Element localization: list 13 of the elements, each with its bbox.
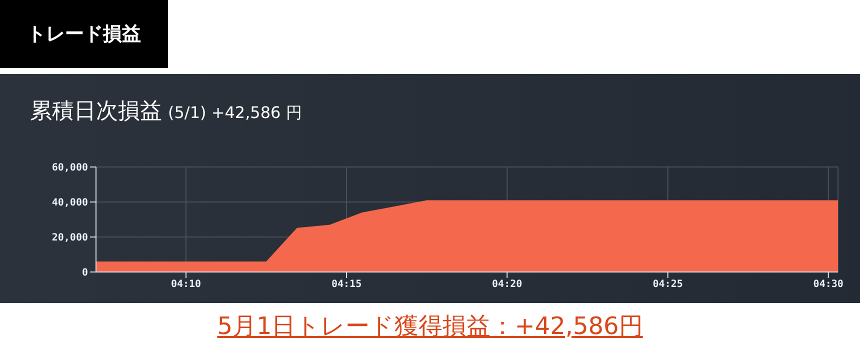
y-tick-label: 20,000 — [52, 232, 88, 244]
text: 5月1日トレード獲得損益：+42,586円 — [216, 311, 644, 342]
x-tick-label: 04:15 — [331, 279, 362, 290]
chart-title: 累積日次損益 — [30, 99, 162, 124]
y-tick-label: 40,000 — [52, 198, 88, 209]
y-tick-label: 0 — [82, 268, 88, 279]
x-tick-label: 04:30 — [813, 279, 844, 290]
x-tick-label: 04:25 — [652, 279, 683, 290]
x-tick-label: 04:10 — [170, 279, 202, 290]
chart-subtitle: (5/1) +42,586 円 — [168, 103, 302, 122]
y-tick-label: 60,000 — [52, 162, 88, 174]
x-tick-label: 04:20 — [492, 279, 522, 290]
text: トレード損益 — [0, 0, 168, 68]
